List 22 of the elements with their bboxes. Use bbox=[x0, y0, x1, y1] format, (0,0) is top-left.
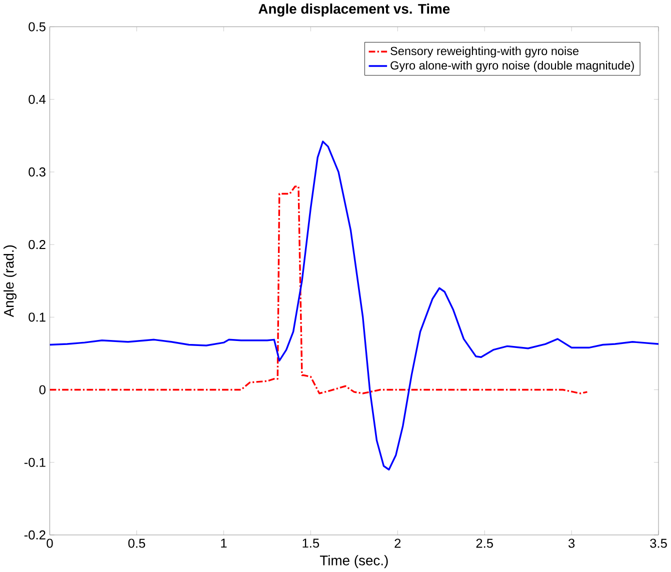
x-tick-label: 0.5 bbox=[128, 538, 146, 548]
legend-label: Gyro alone-with gyro noise (double magnitude) bbox=[390, 61, 634, 72]
y-tick-label: 0.1 bbox=[28, 312, 46, 322]
chart-title: Angle displacement vs. Time bbox=[258, 4, 450, 17]
y-tick-label: -0.1 bbox=[24, 458, 46, 468]
line-series bbox=[50, 140, 659, 471]
x-tick-label: 2.5 bbox=[476, 538, 493, 548]
x-tick-label: 3.5 bbox=[650, 538, 667, 548]
x-tick-label: 1.5 bbox=[302, 538, 320, 548]
x-tick-label: 0 bbox=[46, 538, 53, 548]
x-tick-label: 1 bbox=[221, 538, 227, 548]
y-tick-label: -0.2 bbox=[24, 530, 46, 540]
y-tick-label: 0.5 bbox=[28, 22, 46, 32]
x-axis-title: Time (sec.) bbox=[320, 555, 388, 568]
y-axis-title: Angle (rad.) bbox=[4, 246, 17, 318]
y-tick-label: 0 bbox=[39, 385, 46, 394]
y-tick-label: 0.4 bbox=[28, 94, 46, 104]
x-tick-label: 3 bbox=[568, 538, 575, 548]
y-tick-label: 0.2 bbox=[28, 240, 46, 250]
x-tick-label: 2 bbox=[394, 538, 401, 548]
legend-label: Sensory reweighting-with gyro noise bbox=[390, 46, 579, 58]
y-tick-label: 0.3 bbox=[28, 168, 46, 177]
